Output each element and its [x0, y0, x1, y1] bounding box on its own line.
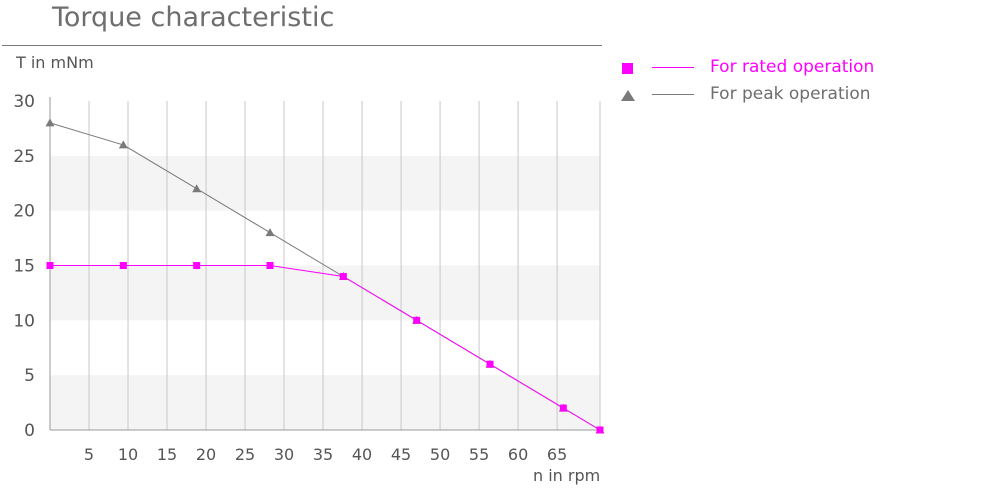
x-tick-label: 35 [313, 445, 333, 464]
peak-data-point [192, 184, 202, 193]
x-tick-label: 50 [430, 445, 450, 464]
x-tick-label: 30 [274, 445, 294, 464]
rated-data-point [119, 262, 127, 269]
y-tick-label: 0 [24, 421, 35, 441]
rated-data-point [193, 262, 201, 269]
chart-title: Torque characteristic [52, 2, 335, 33]
peak-data-point [265, 228, 275, 237]
rated-data-point [266, 262, 274, 269]
x-tick-label: 65 [547, 445, 567, 464]
series-markers [45, 118, 605, 434]
y-tick-label: 5 [24, 366, 35, 386]
x-tick-label: 15 [157, 445, 177, 464]
x-tick-label: 60 [508, 445, 528, 464]
rated-data-point [339, 272, 347, 280]
title-divider [2, 45, 602, 46]
legend-label-peak: For peak operation [710, 84, 871, 104]
y-axis-label: T in mNm [16, 53, 94, 72]
y-tick-label: 25 [13, 147, 35, 167]
legend-triangle-marker [620, 88, 636, 104]
legend-square-marker [620, 61, 636, 77]
x-tick-label: 10 [118, 445, 138, 464]
x-tick-label: 25 [235, 445, 255, 464]
x-axis-label: n in rpm [533, 466, 601, 485]
y-tick-label: 10 [13, 311, 35, 331]
x-tick-label: 20 [196, 445, 216, 464]
rated-data-point [486, 360, 494, 368]
peak-data-point [118, 140, 128, 149]
peak-data-point [45, 118, 55, 127]
y-tick-label: 30 [13, 92, 35, 112]
y-tick-label: 20 [13, 202, 35, 222]
background-bands [50, 155, 600, 430]
rated-data-point [46, 262, 54, 269]
rated-data-point [559, 404, 567, 412]
legend: For rated operation For peak operation [620, 57, 990, 111]
legend-item-rated: For rated operation [620, 57, 990, 84]
background-band [50, 375, 600, 430]
background-band [50, 155, 600, 211]
x-tick-label: 5 [84, 445, 94, 464]
background-band [50, 265, 600, 321]
legend-line-peak [652, 94, 694, 95]
legend-item-peak: For peak operation [620, 84, 990, 111]
x-tick-label: 40 [352, 445, 372, 464]
x-tick-label: 45 [391, 445, 411, 464]
legend-label-rated: For rated operation [710, 57, 875, 77]
tick-labels: 0 5 10 15 20 25 30 5 10 15 20 25 30 35 40 45 50 55 60 65 [13, 92, 567, 464]
legend-line-rated [652, 67, 694, 68]
y-tick-label: 15 [13, 257, 35, 277]
rated-data-point [413, 316, 421, 324]
rated-data-point [596, 426, 604, 434]
x-tick-label: 55 [469, 445, 489, 464]
